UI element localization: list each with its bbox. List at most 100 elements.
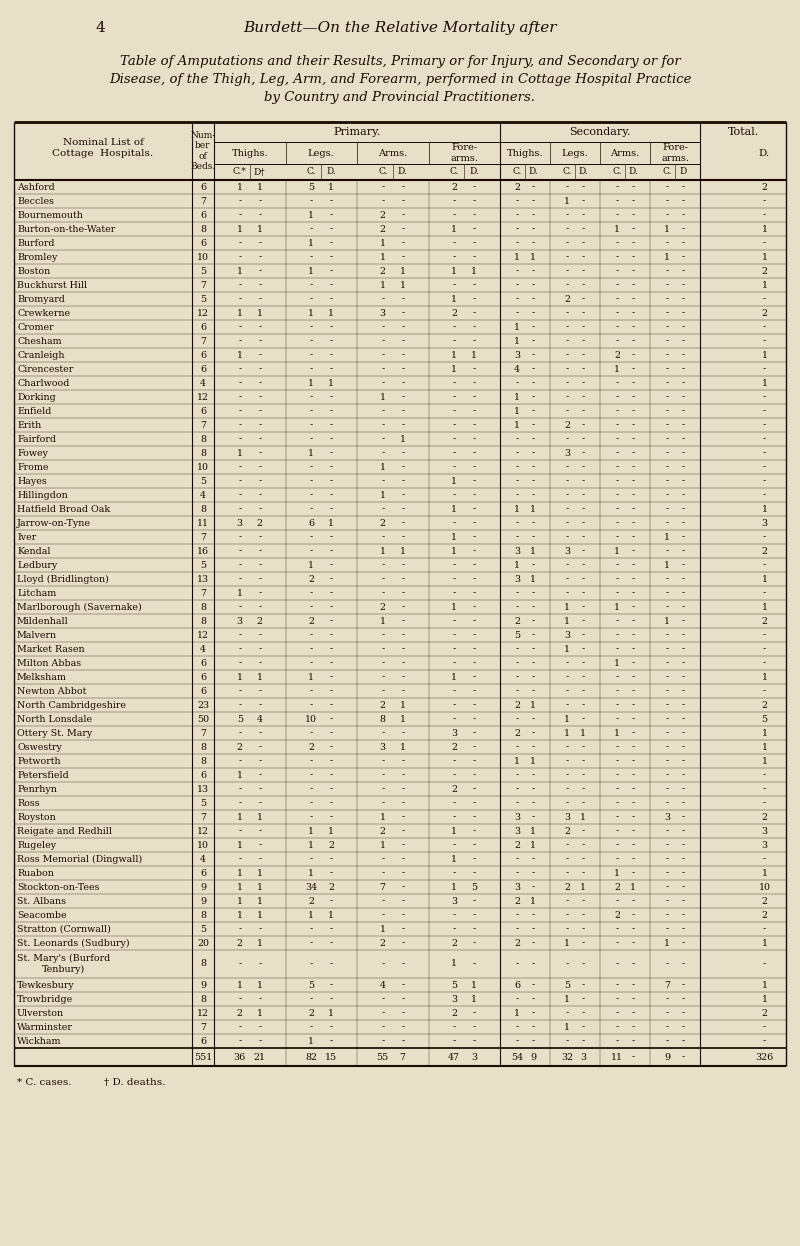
Text: 1: 1 xyxy=(308,826,314,836)
Text: Cirencester: Cirencester xyxy=(17,365,74,374)
Text: Erith: Erith xyxy=(17,420,42,430)
Text: -: - xyxy=(682,449,685,457)
Text: -: - xyxy=(631,1008,634,1018)
Text: 8: 8 xyxy=(200,449,206,457)
Text: 1: 1 xyxy=(328,1008,334,1018)
Text: -: - xyxy=(631,673,634,682)
Text: -: - xyxy=(310,630,313,639)
Text: 3: 3 xyxy=(451,897,458,906)
Text: -: - xyxy=(453,658,456,668)
Text: -: - xyxy=(258,561,262,569)
Text: -: - xyxy=(401,770,404,780)
Text: -: - xyxy=(381,644,384,653)
Text: 4: 4 xyxy=(514,365,520,374)
Text: 2: 2 xyxy=(380,700,386,709)
Text: -: - xyxy=(330,868,333,877)
Text: 1: 1 xyxy=(257,224,262,233)
Text: -: - xyxy=(682,882,685,891)
Text: 2: 2 xyxy=(308,897,314,906)
Text: -: - xyxy=(381,673,384,682)
Text: -: - xyxy=(566,785,569,794)
Text: -: - xyxy=(763,211,766,219)
Text: 1: 1 xyxy=(664,617,670,625)
Text: -: - xyxy=(258,826,262,836)
Text: 50: 50 xyxy=(197,714,209,724)
Text: -: - xyxy=(401,406,404,415)
Text: -: - xyxy=(666,267,669,275)
Text: -: - xyxy=(238,211,242,219)
Text: -: - xyxy=(763,658,766,668)
Text: -: - xyxy=(258,785,262,794)
Text: -: - xyxy=(453,420,456,430)
Text: -: - xyxy=(666,182,669,192)
Text: -: - xyxy=(238,700,242,709)
Text: -: - xyxy=(381,630,384,639)
Text: -: - xyxy=(330,294,333,304)
Text: -: - xyxy=(763,392,766,401)
Text: -: - xyxy=(631,897,634,906)
Text: 8: 8 xyxy=(200,994,206,1003)
Text: -: - xyxy=(631,309,634,318)
Text: 3: 3 xyxy=(514,350,520,360)
Text: 9: 9 xyxy=(200,981,206,989)
Text: 1: 1 xyxy=(664,561,670,569)
Text: -: - xyxy=(566,323,569,331)
Text: -: - xyxy=(381,350,384,360)
Text: 5: 5 xyxy=(308,981,314,989)
Text: -: - xyxy=(330,658,333,668)
Text: 7: 7 xyxy=(200,1023,206,1032)
Text: -: - xyxy=(515,238,518,248)
Text: -: - xyxy=(615,673,618,682)
Text: -: - xyxy=(566,406,569,415)
Text: -: - xyxy=(682,729,685,738)
Text: -: - xyxy=(473,841,476,850)
Text: -: - xyxy=(763,197,766,206)
Text: -: - xyxy=(531,959,534,968)
Text: 1: 1 xyxy=(237,182,242,192)
Text: -: - xyxy=(453,435,456,444)
Text: -: - xyxy=(582,826,585,836)
Text: 3: 3 xyxy=(762,826,767,836)
Text: 13: 13 xyxy=(197,574,209,583)
Text: 1: 1 xyxy=(564,197,570,206)
Text: -: - xyxy=(330,561,333,569)
Text: -: - xyxy=(515,518,518,527)
Text: -: - xyxy=(531,1008,534,1018)
Text: Mildenhall: Mildenhall xyxy=(17,617,69,625)
Text: 2: 2 xyxy=(514,182,520,192)
Text: -: - xyxy=(531,785,534,794)
Text: -: - xyxy=(330,785,333,794)
Text: -: - xyxy=(258,238,262,248)
Text: C.: C. xyxy=(512,167,522,177)
Text: -: - xyxy=(582,406,585,415)
Text: -: - xyxy=(682,505,685,513)
Text: 1: 1 xyxy=(530,897,536,906)
Text: 1: 1 xyxy=(762,350,767,360)
Text: -: - xyxy=(453,925,456,933)
Text: 3: 3 xyxy=(564,812,570,821)
Text: -: - xyxy=(566,350,569,360)
Text: -: - xyxy=(401,238,404,248)
Text: 2: 2 xyxy=(451,938,458,947)
Text: 1: 1 xyxy=(762,505,767,513)
Text: -: - xyxy=(515,687,518,695)
Text: -: - xyxy=(631,505,634,513)
Text: -: - xyxy=(615,211,618,219)
Text: -: - xyxy=(666,406,669,415)
Text: 6: 6 xyxy=(200,365,206,374)
Text: 1: 1 xyxy=(514,253,520,262)
Text: -: - xyxy=(401,841,404,850)
Text: -: - xyxy=(453,336,456,345)
Text: -: - xyxy=(401,420,404,430)
Text: C.: C. xyxy=(662,167,672,177)
Text: Disease, of the Thigh, Leg, Arm, and Forearm, performed in Cottage Hospital Prac: Disease, of the Thigh, Leg, Arm, and For… xyxy=(109,74,691,86)
Text: -: - xyxy=(238,505,242,513)
Text: 8: 8 xyxy=(200,959,206,968)
Text: -: - xyxy=(310,938,313,947)
Text: -: - xyxy=(666,785,669,794)
Text: -: - xyxy=(453,687,456,695)
Text: -: - xyxy=(515,925,518,933)
Text: 1: 1 xyxy=(530,700,536,709)
Text: -: - xyxy=(310,392,313,401)
Text: -: - xyxy=(631,603,634,612)
